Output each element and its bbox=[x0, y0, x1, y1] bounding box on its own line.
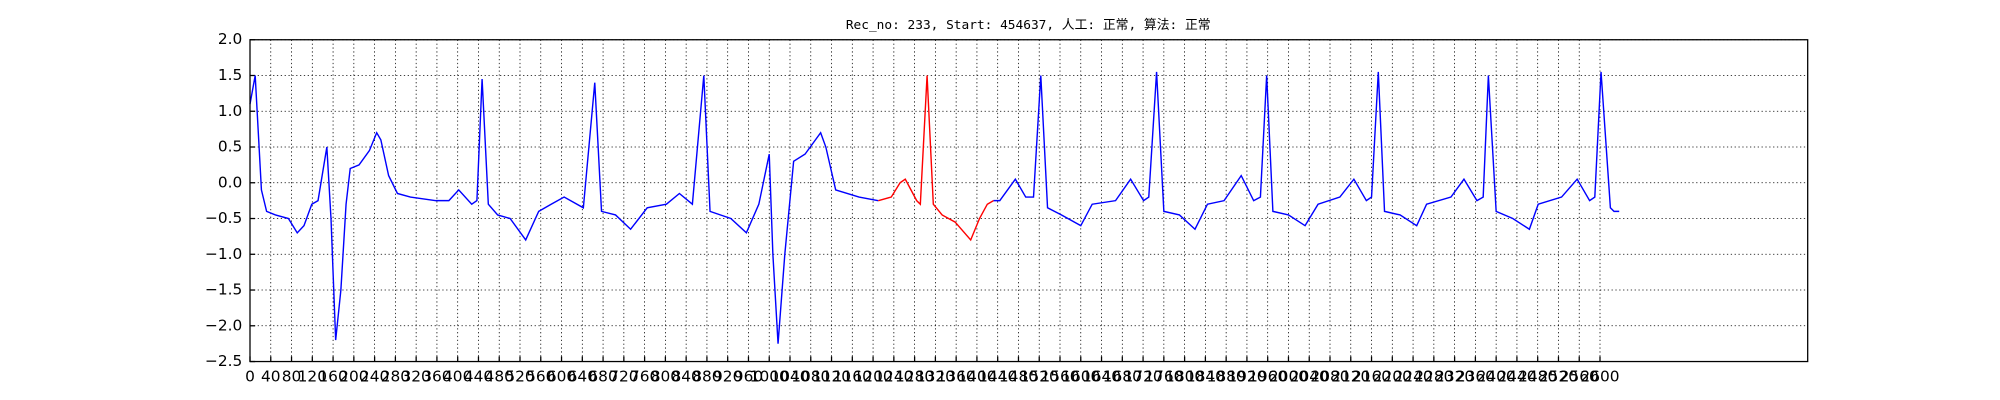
x-tick-label: 1120 bbox=[812, 367, 851, 385]
x-tick-label: 40 bbox=[261, 367, 281, 385]
x-tick-label: 1320 bbox=[916, 367, 955, 385]
x-tick-label: 1560 bbox=[1040, 367, 1079, 385]
x-tick-label: 400 bbox=[443, 367, 472, 385]
plot-frame bbox=[249, 39, 1809, 363]
x-tick-label: 1600 bbox=[1061, 367, 1100, 385]
y-tick-label: −0.5 bbox=[205, 209, 242, 227]
x-tick-label: 2160 bbox=[1352, 367, 1391, 385]
x-tick-label: 320 bbox=[401, 367, 430, 385]
x-tick-label: 1160 bbox=[833, 367, 872, 385]
x-tick-label: 920 bbox=[713, 367, 742, 385]
x-tick-label: 520 bbox=[505, 367, 534, 385]
x-tick-label: 1280 bbox=[895, 367, 934, 385]
x-tick-label: 2560 bbox=[1560, 367, 1599, 385]
line-series bbox=[249, 75, 879, 344]
x-tick-label: 2520 bbox=[1539, 367, 1578, 385]
x-tick-label: 880 bbox=[692, 367, 721, 385]
x-tick-label: 2040 bbox=[1290, 367, 1329, 385]
x-tick-label: 1680 bbox=[1103, 367, 1142, 385]
x-tick-label: 160 bbox=[318, 367, 347, 385]
x-tick-label: 560 bbox=[526, 367, 555, 385]
x-tick-label: 2000 bbox=[1269, 367, 1308, 385]
x-tick-label: 2320 bbox=[1435, 367, 1474, 385]
x-tick-label: 1440 bbox=[978, 367, 1017, 385]
x-tick-label: 1080 bbox=[791, 367, 830, 385]
x-tick-label: 1880 bbox=[1207, 367, 1246, 385]
x-tick-label: 960 bbox=[734, 367, 763, 385]
x-tick-label: 1480 bbox=[999, 367, 1038, 385]
x-tick-label: 2360 bbox=[1456, 367, 1495, 385]
y-tick-label: −1.5 bbox=[205, 281, 242, 299]
x-tick-label: 2280 bbox=[1414, 367, 1453, 385]
x-tick-label: 800 bbox=[651, 367, 680, 385]
x-tick-label: 600 bbox=[547, 367, 576, 385]
x-tick-label: 2440 bbox=[1497, 367, 1536, 385]
x-tick-label: 720 bbox=[609, 367, 638, 385]
x-tick-label: 1800 bbox=[1165, 367, 1204, 385]
x-tick-label: 80 bbox=[282, 367, 302, 385]
x-tick-label: 1200 bbox=[854, 367, 893, 385]
x-tick-label: 1840 bbox=[1186, 367, 1225, 385]
x-tick-label: 0 bbox=[245, 367, 255, 385]
x-tick-label: 2080 bbox=[1310, 367, 1349, 385]
line-series bbox=[878, 75, 994, 242]
x-tick-label: 360 bbox=[422, 367, 451, 385]
y-tick-label: 0.0 bbox=[218, 173, 242, 191]
x-tick-label: 1000 bbox=[750, 367, 789, 385]
x-tick-label: 480 bbox=[485, 367, 514, 385]
x-tick-label: 1520 bbox=[1020, 367, 1059, 385]
y-tick-label: −2.5 bbox=[205, 352, 242, 370]
y-tick-label: 2.0 bbox=[218, 30, 242, 48]
x-tick-label: 1760 bbox=[1144, 367, 1183, 385]
x-tick-label: 2480 bbox=[1518, 367, 1557, 385]
x-tick-label: 120 bbox=[298, 367, 327, 385]
x-tick-label: 1640 bbox=[1082, 367, 1121, 385]
x-tick-label: 1400 bbox=[957, 367, 996, 385]
chart-title: Rec_no: 233, Start: 454637, 人工: 正常, 算法: … bbox=[846, 18, 1211, 33]
x-tick-label: 1720 bbox=[1124, 367, 1163, 385]
x-tick-label: 240 bbox=[360, 367, 389, 385]
x-tick-label: 1040 bbox=[770, 367, 809, 385]
x-tick-label: 760 bbox=[630, 367, 659, 385]
x-tick-label: 2200 bbox=[1373, 367, 1412, 385]
y-tick-label: −2.0 bbox=[205, 316, 242, 334]
x-tick-label: 1240 bbox=[874, 367, 913, 385]
x-tick-label: 640 bbox=[568, 367, 597, 385]
x-tick-label: 1960 bbox=[1248, 367, 1287, 385]
x-tick-label: 440 bbox=[464, 367, 493, 385]
y-tick-label: −1.0 bbox=[205, 245, 242, 263]
x-tick-label: 200 bbox=[339, 367, 368, 385]
x-tick-label: 2240 bbox=[1394, 367, 1433, 385]
x-tick-label: 1360 bbox=[937, 367, 976, 385]
x-tick-label: 2120 bbox=[1331, 367, 1370, 385]
y-tick-label: 1.0 bbox=[218, 102, 242, 120]
x-tick-label: 680 bbox=[588, 367, 617, 385]
x-tick-label: 280 bbox=[381, 367, 410, 385]
y-tick-label: 1.5 bbox=[218, 66, 242, 84]
y-tick-label: 0.5 bbox=[218, 138, 242, 156]
x-tick-label: 1920 bbox=[1227, 367, 1266, 385]
x-tick-label: 2400 bbox=[1477, 367, 1516, 385]
x-tick-label: 2600 bbox=[1580, 367, 1619, 385]
x-tick-label: 840 bbox=[671, 367, 700, 385]
line-series bbox=[993, 71, 1620, 231]
